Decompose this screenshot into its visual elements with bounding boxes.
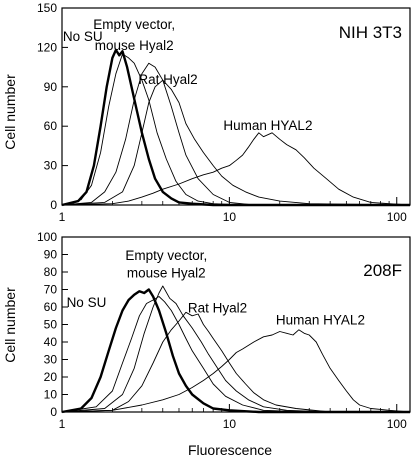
x-tick-label: 1: [59, 210, 66, 224]
series-line: [61, 311, 410, 413]
annotation-label: Rat Hyal2: [188, 300, 247, 315]
ylabel-bottom: Cell number: [2, 287, 18, 363]
y-tick-label: 20: [44, 370, 58, 384]
y-tick-label: 60: [44, 300, 58, 314]
y-tick-label: 100: [37, 230, 57, 244]
x-tick-label: 10: [223, 417, 237, 431]
y-tick-label: 70: [44, 283, 58, 297]
panel-title: NIH 3T3: [339, 23, 402, 42]
series-line: [61, 296, 410, 413]
annotation-label: mouse Hyal2: [95, 38, 174, 53]
y-tick-label: 150: [37, 1, 57, 15]
xlabel: Fluorescence: [188, 442, 272, 458]
x-tick-label: 100: [387, 417, 407, 431]
x-tick-label: 100: [387, 210, 407, 224]
ylabel-top: Cell number: [2, 74, 18, 150]
panel-title: 208F: [363, 261, 402, 280]
series-line: [61, 132, 411, 206]
y-tick-label: 0: [50, 198, 57, 212]
x-tick-label: 1: [59, 417, 66, 431]
annotation-label: No SU: [63, 29, 103, 44]
series-line: [61, 62, 410, 206]
y-tick-label: 90: [44, 248, 58, 262]
y-tick-label: 120: [37, 40, 57, 54]
y-tick-label: 80: [44, 265, 58, 279]
annotation-label: mouse Hyal2: [127, 265, 206, 280]
annotation-label: Empty vector,: [125, 248, 207, 263]
y-tick-label: 60: [44, 119, 58, 133]
series-line: [61, 53, 410, 206]
y-tick-label: 10: [44, 388, 58, 402]
y-tick-label: 30: [44, 159, 58, 173]
series-line: [61, 79, 411, 206]
series-line-thick: [61, 288, 410, 414]
series-line: [61, 329, 411, 413]
annotation-label: Human HYAL2: [223, 118, 312, 133]
y-tick-label: 30: [44, 353, 58, 367]
annotation-label: Empty vector,: [93, 17, 175, 32]
series-line: [61, 285, 410, 413]
y-tick-label: 90: [44, 80, 58, 94]
x-tick-label: 10: [223, 210, 237, 224]
annotation-label: Rat Hyal2: [138, 72, 197, 87]
y-tick-label: 50: [44, 318, 58, 332]
annotation-label: Human HYAL2: [276, 313, 365, 328]
y-tick-label: 40: [44, 335, 58, 349]
y-tick-label: 0: [50, 405, 57, 419]
annotation-label: No SU: [67, 295, 107, 310]
